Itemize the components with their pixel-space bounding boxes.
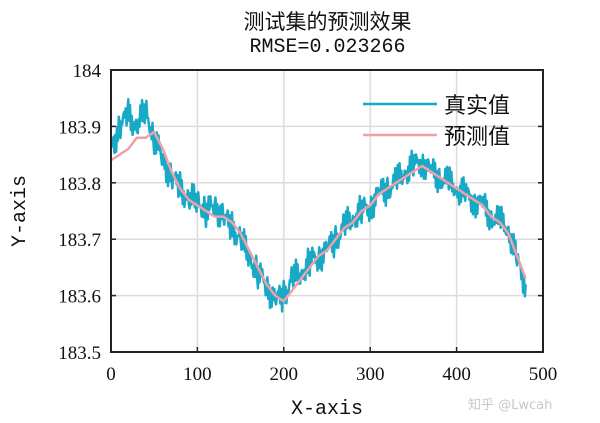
x-tick-label: 200 (270, 364, 299, 385)
x-tick-label: 500 (529, 364, 558, 385)
y-tick-label: 184 (73, 61, 102, 82)
x-tick-label: 100 (183, 364, 212, 385)
chart-subtitle: RMSE=0.023266 (249, 36, 406, 59)
y-tick-label: 183.9 (58, 117, 101, 138)
x-tick-label: 400 (442, 364, 471, 385)
data-series (109, 98, 527, 313)
watermark: 知乎 @Lwcah (468, 398, 553, 413)
x-tick-label: 300 (356, 364, 385, 385)
y-tick-label: 183.5 (58, 343, 101, 364)
y-tick-label: 183.6 (58, 287, 101, 308)
y-tick-label: 183.8 (58, 174, 101, 195)
series-line-1 (110, 130, 527, 303)
y-axis-label: Y-axis (9, 175, 32, 247)
legend-label: 真实值 (444, 94, 510, 119)
chart-title: 测试集的预测效果 (243, 10, 412, 34)
plot-frame (110, 69, 544, 353)
x-tick-label: 0 (106, 364, 116, 385)
axis-ticks: 0 100 200 300 400 500 183.5 183.6 183.7 183.8 183.… (58, 61, 557, 385)
y-tick-label: 183.7 (58, 230, 101, 251)
x-axis-label: X-axis (291, 398, 363, 421)
legend-label: 预测值 (444, 125, 510, 150)
